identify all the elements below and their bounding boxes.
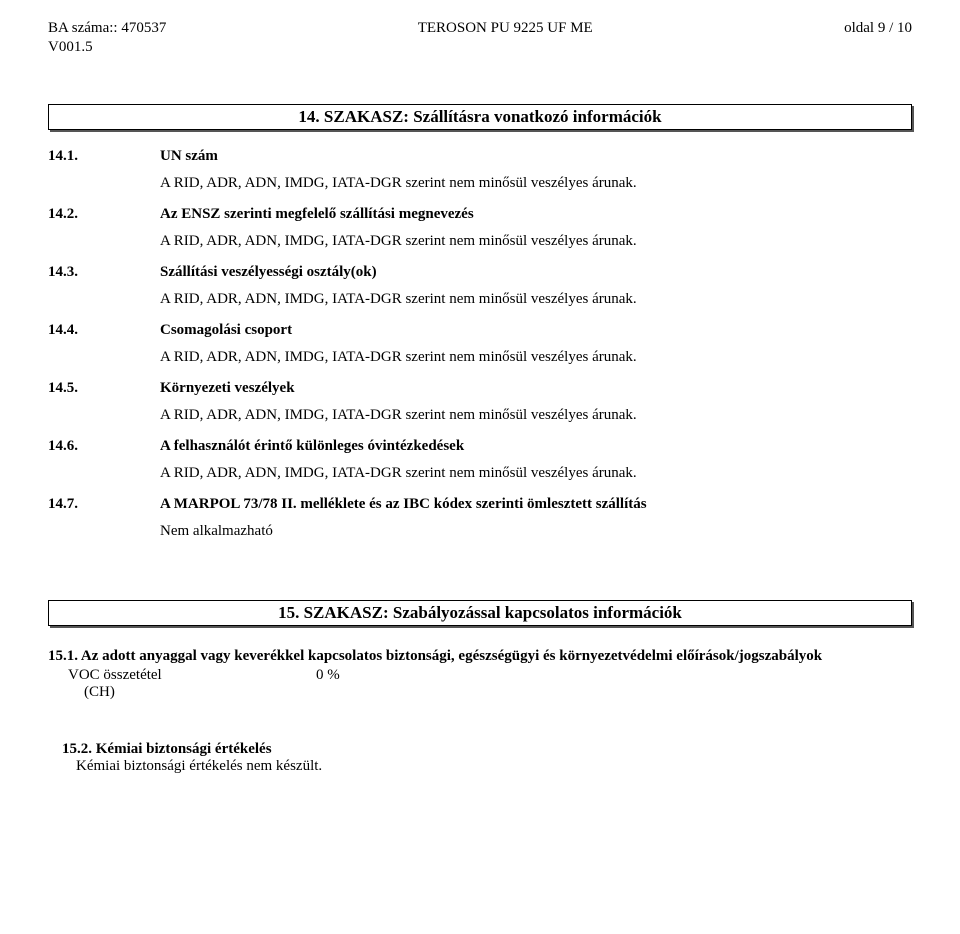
item-14-7: 14.7. A MARPOL 73/78 II. melléklete és a… <box>48 496 912 513</box>
section-15-2-body: Kémiai biztonsági értékelés nem készült. <box>76 758 912 775</box>
section-15-1-heading: 15.1. Az adott anyaggal vagy keverékkel … <box>48 648 912 665</box>
item-14-5-body: A RID, ADR, ADN, IMDG, IATA-DGR szerint … <box>160 407 912 424</box>
item-number: 14.2. <box>48 206 160 223</box>
item-14-2-body: A RID, ADR, ADN, IMDG, IATA-DGR szerint … <box>160 233 912 250</box>
voc-value: 0 % <box>316 667 340 684</box>
item-label: A MARPOL 73/78 II. melléklete és az IBC … <box>160 496 647 513</box>
item-14-2: 14.2. Az ENSZ szerinti megfelelő szállít… <box>48 206 912 223</box>
item-14-5: 14.5. Környezeti veszélyek <box>48 380 912 397</box>
item-14-1: 14.1. UN szám <box>48 148 912 165</box>
item-label: Környezeti veszélyek <box>160 380 295 397</box>
item-number: 14.5. <box>48 380 160 397</box>
header-center: TEROSON PU 9225 UF ME <box>418 20 593 37</box>
item-14-3: 14.3. Szállítási veszélyességi osztály(o… <box>48 264 912 281</box>
header-right: oldal 9 / 10 <box>844 20 912 37</box>
item-label: Csomagolási csoport <box>160 322 292 339</box>
item-number: 14.7. <box>48 496 160 513</box>
item-label: UN szám <box>160 148 218 165</box>
item-14-4-body: A RID, ADR, ADN, IMDG, IATA-DGR szerint … <box>160 349 912 366</box>
voc-ch: (CH) <box>84 684 912 701</box>
item-14-7-body: Nem alkalmazható <box>160 523 912 540</box>
item-number: 14.3. <box>48 264 160 281</box>
section-15-2-heading: 15.2. Kémiai biztonsági értékelés <box>62 741 912 758</box>
voc-row: VOC összetétel 0 % <box>68 667 912 684</box>
header-sub: V001.5 <box>48 39 912 56</box>
item-label: Szállítási veszélyességi osztály(ok) <box>160 264 377 281</box>
page-header: BA száma:: 470537 TEROSON PU 9225 UF ME … <box>48 20 912 37</box>
item-number: 14.6. <box>48 438 160 455</box>
item-label: A felhasználót érintő különleges óvintéz… <box>160 438 464 455</box>
section-14-title: 14. SZAKASZ: Szállításra vonatkozó infor… <box>48 104 912 130</box>
item-label: Az ENSZ szerinti megfelelő szállítási me… <box>160 206 474 223</box>
item-14-1-body: A RID, ADR, ADN, IMDG, IATA-DGR szerint … <box>160 175 912 192</box>
item-14-6: 14.6. A felhasználót érintő különleges ó… <box>48 438 912 455</box>
item-14-3-body: A RID, ADR, ADN, IMDG, IATA-DGR szerint … <box>160 291 912 308</box>
header-left: BA száma:: 470537 <box>48 20 166 37</box>
item-number: 14.1. <box>48 148 160 165</box>
voc-label: VOC összetétel <box>68 667 316 684</box>
item-number: 14.4. <box>48 322 160 339</box>
section-15-title: 15. SZAKASZ: Szabályozással kapcsolatos … <box>48 600 912 626</box>
item-14-4: 14.4. Csomagolási csoport <box>48 322 912 339</box>
item-14-6-body: A RID, ADR, ADN, IMDG, IATA-DGR szerint … <box>160 465 912 482</box>
